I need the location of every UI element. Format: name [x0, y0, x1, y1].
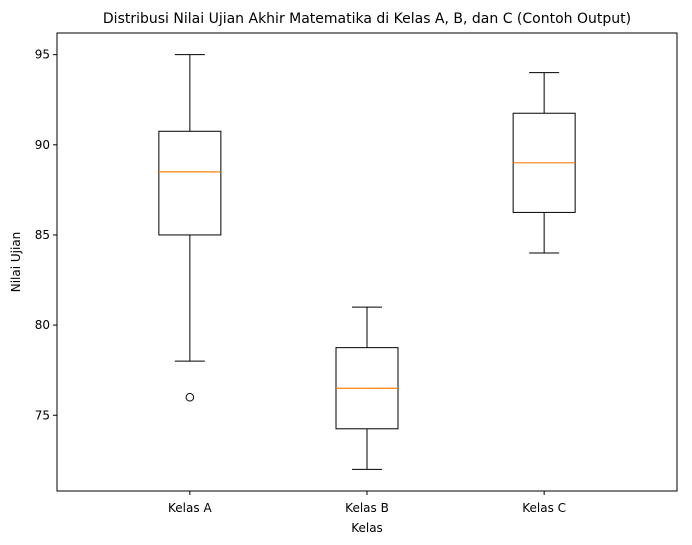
y-tick-label: 95 — [35, 48, 50, 62]
iqr-box — [158, 130, 222, 236]
x-axis-title: Kelas — [351, 521, 383, 535]
y-tick-label: 90 — [35, 138, 50, 152]
x-axis: Kelas A Kelas B Kelas C — [168, 491, 566, 515]
y-tick-label: 85 — [35, 228, 50, 242]
box-series — [158, 54, 576, 470]
x-tick-label: Kelas A — [168, 501, 212, 515]
box-group — [512, 72, 576, 254]
box-group — [158, 54, 222, 402]
y-tick-label: 75 — [35, 408, 50, 422]
x-tick-label: Kelas C — [522, 501, 566, 515]
outlier-point — [185, 392, 195, 402]
x-tick-label: Kelas B — [345, 501, 389, 515]
y-axis-title: Nilai Ujian — [9, 232, 23, 293]
chart-title: Distribusi Nilai Ujian Akhir Matematika … — [103, 11, 631, 27]
y-axis: 75 80 85 90 95 — [35, 48, 57, 422]
plot-area-frame — [56, 32, 678, 492]
box-group — [335, 306, 399, 470]
y-tick-label: 80 — [35, 318, 50, 332]
